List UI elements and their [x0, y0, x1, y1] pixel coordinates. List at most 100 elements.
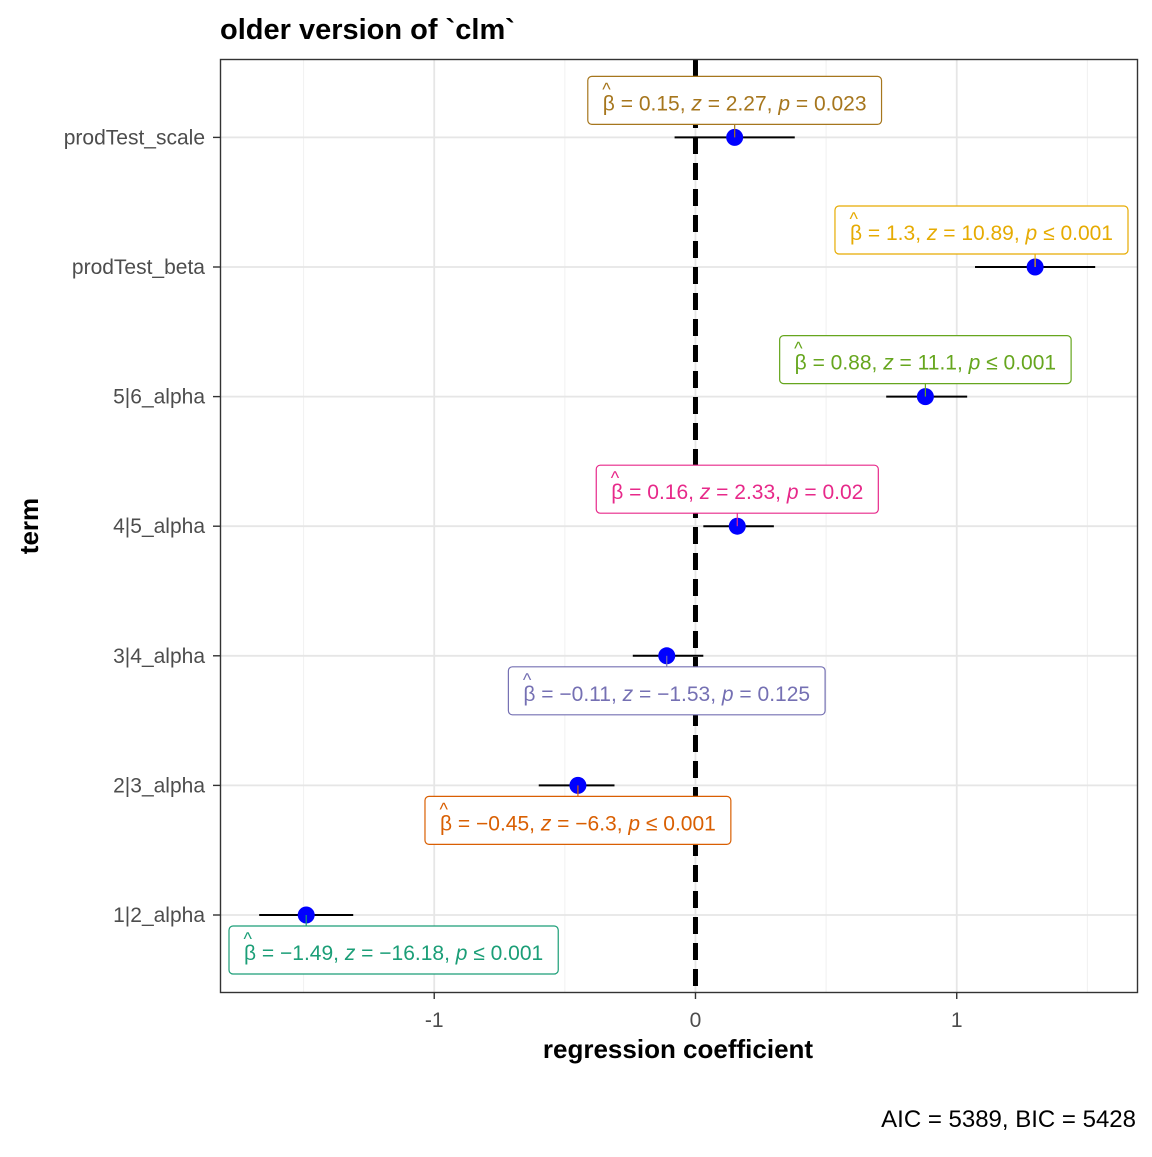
p-operator: = — [799, 481, 823, 504]
y-axis-title: term — [14, 498, 44, 554]
label: β = 1.3, z = 10.89, p ≤ 0.001^ — [834, 205, 1129, 255]
chart-title: older version of `clm` — [220, 14, 515, 46]
label-text: β = 0.15, z = 2.27, p = 0.023 — [603, 92, 867, 115]
z-symbol: z — [344, 942, 356, 965]
labels-layer: β = 0.15, z = 2.27, p = 0.023^β = 1.3, z… — [228, 75, 1129, 975]
label-equals: = — [894, 352, 918, 375]
beta-symbol: β — [440, 812, 452, 835]
label-separator: , — [710, 683, 722, 706]
p-symbol: p — [455, 942, 468, 965]
label-separator: , — [688, 481, 700, 504]
label-equals: = — [710, 481, 734, 504]
label: β = 0.88, z = 11.1, p ≤ 0.001^ — [779, 335, 1072, 385]
beta-symbol: β — [603, 92, 615, 115]
label-equals: = — [452, 812, 476, 835]
label-equals: = — [355, 942, 379, 965]
beta-value: 0.88 — [831, 352, 872, 375]
label-text: β = 0.16, z = 2.33, p = 0.02 — [611, 481, 863, 504]
label-equals: = — [937, 222, 961, 245]
z-value: −16.18 — [379, 942, 444, 965]
p-operator: = — [734, 683, 758, 706]
y-tick-label: 2|3_alpha — [113, 774, 205, 797]
label-box — [834, 205, 1129, 255]
label-box — [228, 925, 559, 975]
label-separator: , — [611, 683, 623, 706]
x-axis-title: regression coefficient — [543, 1034, 814, 1064]
p-operator: ≤ — [1037, 222, 1060, 245]
caption: AIC = 5389, BIC = 5428 — [881, 1106, 1136, 1133]
beta-value: 0.15 — [639, 92, 680, 115]
x-tick-label: 0 — [690, 1009, 702, 1032]
y-tick-label: prodTest_beta — [72, 256, 205, 279]
label-separator: , — [1014, 222, 1026, 245]
p-value: 0.001 — [1060, 222, 1113, 245]
z-value: −6.3 — [575, 812, 616, 835]
label: β = 0.16, z = 2.33, p = 0.02^ — [595, 464, 879, 514]
y-tick-label: 1|2_alpha — [113, 904, 205, 927]
axis-layer: -1 0 1 prodTest_scale prodTest_beta 5|6_alpha… — [64, 126, 963, 1032]
label-equals: = — [615, 92, 639, 115]
beta-symbol: β — [523, 683, 535, 706]
x-tick-label: -1 — [425, 1009, 444, 1032]
label: β = −0.45, z = −6.3, p ≤ 0.001^ — [424, 795, 732, 846]
z-value: 2.27 — [726, 92, 767, 115]
y-tick-label: 4|5_alpha — [113, 515, 205, 538]
beta-value: 0.16 — [647, 481, 688, 504]
label-equals: = — [702, 92, 726, 115]
z-value: −1.53 — [657, 683, 710, 706]
beta-hat: ^ — [602, 79, 611, 99]
p-symbol: p — [968, 352, 981, 375]
beta-symbol: β — [611, 481, 623, 504]
z-symbol: z — [622, 683, 634, 706]
p-operator: = — [790, 92, 814, 115]
p-value: 0.001 — [1004, 352, 1057, 375]
z-symbol: z — [540, 812, 552, 835]
z-symbol: z — [926, 222, 938, 245]
label-text: β = −1.49, z = −16.18, p ≤ 0.001 — [244, 942, 543, 965]
p-value: 0.02 — [822, 481, 863, 504]
beta-symbol: β — [850, 222, 862, 245]
p-operator: ≤ — [467, 942, 490, 965]
p-operator: ≤ — [980, 352, 1003, 375]
y-tick-label: 3|4_alpha — [113, 645, 205, 668]
label-separator: , — [775, 481, 787, 504]
label-box — [779, 335, 1072, 385]
y-tick-label: prodTest_scale — [64, 126, 205, 149]
z-value: 11.1 — [918, 352, 957, 375]
grid-lines — [220, 59, 1137, 992]
beta-hat: ^ — [611, 468, 620, 488]
z-symbol: z — [699, 481, 711, 504]
plot-border — [219, 58, 1139, 994]
p-symbol: p — [627, 812, 640, 835]
beta-symbol: β — [795, 352, 807, 375]
p-symbol: p — [1025, 222, 1038, 245]
beta-hat: ^ — [794, 339, 803, 359]
label-separator: , — [444, 942, 456, 965]
label: β = −1.49, z = −16.18, p ≤ 0.001^ — [228, 925, 559, 975]
p-value: 0.001 — [663, 812, 716, 835]
p-symbol: p — [721, 683, 734, 706]
label-separator: , — [680, 92, 692, 115]
label-separator: , — [957, 352, 969, 375]
label-text: β = −0.11, z = −1.53, p = 0.125 — [523, 683, 810, 706]
label-equals: = — [807, 352, 831, 375]
label-separator: , — [617, 812, 629, 835]
label-equals: = — [623, 481, 647, 504]
label-equals: = — [256, 942, 280, 965]
y-tick-label: 5|6_alpha — [113, 386, 205, 409]
label-equals: = — [862, 222, 886, 245]
p-value: 0.023 — [814, 92, 867, 115]
z-symbol: z — [690, 92, 702, 115]
label-separator: , — [333, 942, 345, 965]
label-separator: , — [872, 352, 884, 375]
p-operator: ≤ — [640, 812, 663, 835]
label-text: β = 0.88, z = 11.1, p ≤ 0.001 — [795, 352, 1056, 375]
x-tick-label: 1 — [951, 1009, 963, 1032]
z-value: 2.33 — [734, 481, 775, 504]
beta-hat: ^ — [849, 209, 858, 229]
beta-hat: ^ — [439, 799, 448, 819]
beta-value: −1.49 — [280, 942, 333, 965]
beta-symbol: β — [244, 942, 256, 965]
